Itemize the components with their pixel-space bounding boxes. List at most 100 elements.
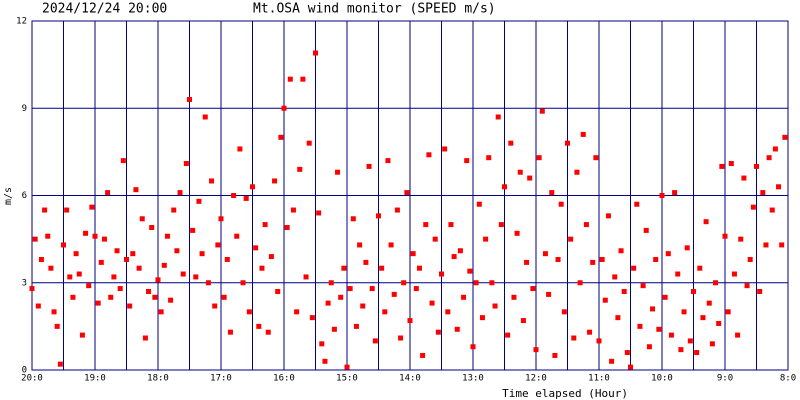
point [133,187,139,193]
point [303,274,309,280]
point [246,309,252,315]
point [615,315,621,321]
point [369,286,375,292]
point [467,268,473,274]
point [725,309,731,315]
point [580,131,586,137]
point [476,201,482,207]
point [73,251,79,257]
x-tick-label: 9:0 [717,374,733,384]
point [89,204,95,210]
date-header: 2024/12/24 20:00 [42,2,167,17]
point [546,291,552,297]
point [290,207,296,213]
point [505,332,511,338]
point [215,242,221,248]
point [155,277,161,283]
point [199,251,205,257]
point [114,248,120,254]
point [549,190,555,196]
point [338,294,344,300]
y-tick-label: 12 [16,17,27,27]
point [404,190,410,196]
point [577,280,583,286]
point [146,288,152,294]
point [612,274,618,280]
point [420,352,426,358]
x-tick-label: 8:0 [780,374,796,384]
point [391,291,397,297]
point [429,300,435,306]
point [45,233,51,239]
point [180,271,186,277]
point [744,283,750,289]
point [527,175,533,181]
point [284,224,290,230]
point [593,155,599,161]
x-tick-label: 13:0 [462,374,484,384]
point [268,254,274,260]
x-tick-label: 17:0 [210,374,232,384]
point [413,286,419,292]
point [152,294,158,300]
point [750,204,756,210]
point [650,306,656,312]
point [492,303,498,309]
point [423,222,429,228]
point [86,283,92,289]
point [275,288,281,294]
point [684,245,690,251]
point [691,288,696,294]
point [659,193,665,198]
x-tick-label: 16:0 [273,374,295,384]
point [678,347,684,353]
point [498,222,504,228]
point [353,323,359,329]
chart-title: Mt.OSA wind monitor (SPEED m/s) [253,2,496,17]
point [555,256,561,262]
point [127,303,133,309]
point [568,236,574,242]
x-tick-label: 14:0 [399,374,421,384]
point [360,303,366,309]
point [596,338,602,344]
point [221,294,227,300]
point [57,361,63,367]
point [117,286,123,292]
point [709,341,715,347]
point [442,146,448,152]
point [656,326,662,332]
point [67,274,73,280]
point [161,262,167,268]
point [79,332,85,338]
point [426,152,432,158]
point [407,318,413,324]
point [731,271,737,277]
point [454,326,460,332]
point [227,329,233,335]
point [322,358,328,364]
point [643,227,649,233]
point [401,280,407,286]
x-tick-label: 18:0 [147,374,169,384]
x-tick-label: 19:0 [84,374,106,384]
point [287,76,293,82]
point [98,259,104,265]
point [716,320,722,326]
point [158,309,164,315]
point [738,236,744,242]
point [754,163,759,169]
point [464,158,470,164]
point [520,318,526,324]
point [461,294,467,300]
point [385,158,391,164]
point [432,236,438,242]
point [394,207,400,213]
point [83,230,89,236]
point [697,265,703,271]
point [92,233,98,239]
x-tick-label: 20:0 [21,374,43,384]
point [675,271,681,277]
point [95,300,101,306]
point [713,280,719,286]
